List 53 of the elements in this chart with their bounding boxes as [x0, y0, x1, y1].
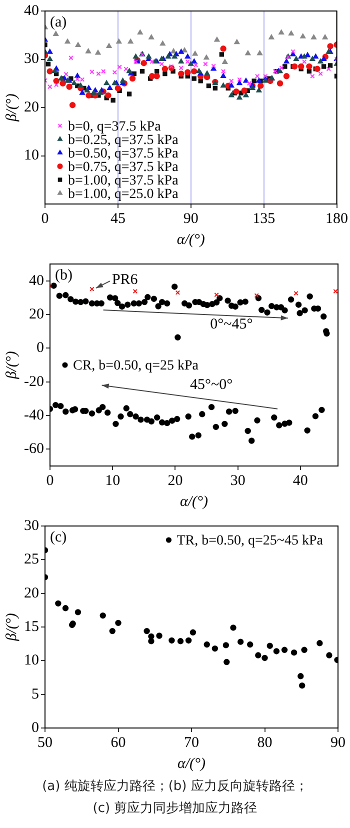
chart-title: (a) — [50, 14, 67, 30]
x-tick-label: 180 — [326, 210, 348, 227]
x-tick-label: 50 — [38, 734, 52, 751]
x-tick-label: 10 — [105, 472, 120, 489]
x-tick-label: 135 — [252, 210, 276, 227]
legend-label: b=0.75, q=37.5 kPa — [68, 160, 180, 175]
y-axis-title: β/(°) — [4, 351, 20, 380]
y-tick-label: 40 — [28, 272, 44, 289]
annotation: PR6 — [112, 272, 138, 288]
legend-label: b=0.25, q=37.5 kPa — [68, 132, 180, 148]
legend-label: b=0, q=37.5 kPa — [68, 119, 162, 134]
text: (a) 纯旋转应力路径；(b) 应力反向旋转路径； — [41, 778, 309, 796]
y-tick-label: -40 — [24, 407, 44, 424]
y-tick-label: 25 — [24, 552, 39, 568]
legend-label: b=0.50, q=37.5 kPa — [68, 146, 180, 162]
y-axis-title: β/(°) — [4, 94, 20, 122]
y-tick-label: 20 — [24, 99, 39, 116]
legend-label: b=1.00, q=37.5 kPa — [68, 173, 180, 188]
x-axis-title: α/(°) — [177, 756, 206, 772]
y-tick-label: 0 — [36, 340, 44, 356]
legend-label: b=1.00, q=25.0 kPa — [68, 186, 180, 202]
y-tick-label: 5 — [32, 686, 39, 702]
y-tick-label: 15 — [24, 618, 39, 635]
chart-title: (c) — [50, 529, 67, 546]
y-tick-label: 10 — [24, 148, 39, 164]
y-tick-label: 10 — [24, 652, 39, 669]
x-tick-label: 90 — [183, 210, 198, 227]
annotation: 45°~0° — [190, 377, 233, 394]
x-tick-label: 90 — [330, 734, 346, 751]
y-tick-label: 30 — [24, 518, 39, 534]
y-tick-label: 0 — [32, 720, 39, 736]
x-axis-title: α/(°) — [176, 232, 205, 248]
x-tick-label: 20 — [168, 472, 183, 489]
y-axis-title: β/(°) — [4, 613, 20, 642]
x-tick-label: 80 — [257, 734, 272, 751]
annotation: 0°~45° — [210, 316, 253, 333]
y-tick-label: 20 — [28, 306, 44, 322]
x-tick-label: 0 — [46, 472, 54, 489]
text: (c) 剪应力同步增加应力路径 — [92, 800, 258, 818]
x-tick-label: 70 — [184, 734, 199, 751]
y-tick-label: -60 — [24, 441, 44, 458]
x-tick-label: 30 — [230, 472, 246, 489]
y-tick-label: 40 — [24, 2, 39, 19]
x-tick-label: 45 — [110, 210, 126, 227]
y-tick-label: -20 — [24, 374, 44, 390]
y-tick-label: 20 — [24, 585, 39, 602]
x-tick-label: 40 — [292, 472, 308, 489]
y-tick-label: 30 — [24, 51, 39, 68]
legend-label: TR, b=0.50, q=25~45 kPa — [176, 534, 324, 549]
x-tick-label: 60 — [110, 734, 126, 751]
chart-title: (b) — [54, 267, 72, 284]
x-axis-title: α/(°) — [180, 494, 208, 510]
legend-label: CR, b=0.50, q=25 kPa — [72, 358, 200, 374]
